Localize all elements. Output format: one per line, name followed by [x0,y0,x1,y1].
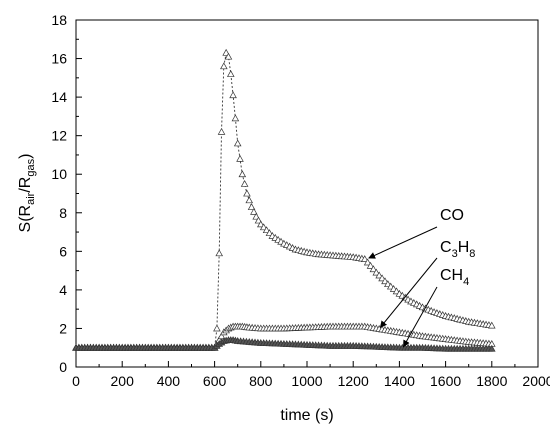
annotation-c3h8: C3H8 [379,239,475,328]
data-point [226,70,235,77]
data-point [369,265,378,273]
data-point [213,324,221,332]
x-tick-label: 800 [249,373,273,389]
annotation-label: CO [440,207,464,224]
annotation-arrow [368,226,438,259]
data-point [262,226,271,234]
x-tick-label: 1000 [291,373,322,389]
data-point [366,261,375,269]
data-point [215,249,224,257]
annotation-label-sub: 4 [463,276,469,288]
y-tick-label: 18 [51,12,67,28]
data-point [220,62,228,70]
data-point [375,271,383,279]
series-co [72,48,496,351]
y-axis-title-prefix: S(R [17,205,34,233]
data-point [231,114,240,122]
x-tick-label: 2000 [522,373,550,389]
y-axis-title-sub-gas: gas [25,158,37,176]
y-tick-label: 8 [59,205,67,221]
annotation-label: C3H8 [440,239,475,260]
annotation-label: CH4 [440,267,469,288]
data-point [488,344,496,352]
annotation-arrow [402,286,438,348]
data-point [247,203,256,210]
series-line-co [76,51,492,349]
y-tick-label: 4 [59,282,67,298]
annotation-label-sub2: 8 [469,248,475,260]
y-tick-label: 14 [51,89,67,105]
data-point [245,196,254,204]
data-point [488,321,496,329]
data-point [378,274,386,282]
y-tick-label: 16 [51,51,67,67]
annotation-label-main: CH [440,267,463,284]
data-point [259,223,268,231]
y-tick-label: 0 [59,359,67,375]
y-axis-title: S(Rair/Rgas) [17,154,37,233]
data-point [233,139,242,147]
data-point [217,127,226,135]
x-tick-label: 1200 [338,373,369,389]
x-axis-title: time (s) [280,407,333,424]
data-point [360,255,369,262]
x-tick-label: 400 [157,373,181,389]
annotation-label-main: CO [440,207,464,224]
y-axis-title-mid: /R [17,177,34,193]
data-point [257,220,265,228]
data-point [236,154,244,162]
data-point [229,91,237,99]
data-point [363,258,372,266]
x-tick-label: 0 [72,373,80,389]
annotation-co: CO [368,207,464,259]
x-tick-label: 600 [203,373,227,389]
annotation-ch4: CH4 [402,267,469,348]
data-point [224,52,233,60]
y-tick-label: 12 [51,128,67,144]
annotation-label-main: C [440,239,452,256]
series-ch4 [72,336,496,352]
y-axis-title-suffix: ) [17,154,34,159]
y-axis-title-sub-air: air [25,192,37,205]
data-point [265,229,274,236]
data-point [372,268,381,276]
data-point [250,207,258,215]
x-tick-label: 200 [111,373,135,389]
y-tick-label: 6 [59,243,67,259]
plot-frame [75,19,539,368]
annotation-label-main2: H [458,239,470,256]
data-point [381,277,389,285]
annotation-arrow [379,257,438,328]
data-point [240,179,249,187]
plot-area: 0 200 400 600 800 1000 1200 1400 1600 1800 2000 0 2 4… [51,12,550,389]
y-tick-label: 2 [59,320,67,336]
data-point [243,189,251,197]
x-tick-label: 1800 [476,373,507,389]
data-point [252,212,260,220]
x-tick-label: 1600 [430,373,461,389]
annotation-label-sub: 3 [452,248,458,260]
data-point [222,48,230,56]
x-tick-label: 1400 [384,373,415,389]
y-tick-label: 10 [51,166,67,182]
data-point [238,170,247,178]
data-point [254,216,263,224]
